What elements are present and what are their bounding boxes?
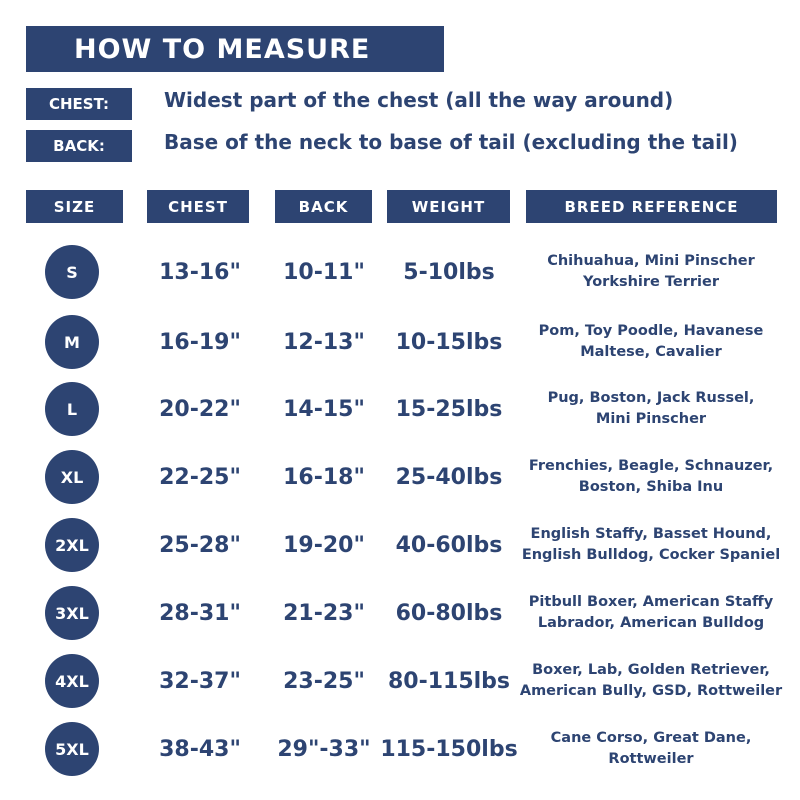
breed-reference: Boxer, Lab, Golden Retriever, American Bu…	[520, 650, 782, 712]
breed-reference: Pug, Boston, Jack Russel, Mini Pinscher	[520, 378, 782, 440]
chest-value: 20-22"	[159, 396, 241, 422]
back-value: 19-20"	[283, 532, 365, 558]
chest-value: 13-16"	[159, 259, 241, 285]
breed-line-2: Rottweiler	[608, 751, 694, 767]
size-badge: M	[45, 315, 99, 369]
table-row: 2XL 25-28" 19-20" 40-60lbs English Staffy, B…	[0, 514, 800, 576]
size-badge: S	[45, 245, 99, 299]
size-badge: 5XL	[45, 722, 99, 776]
back-description: Base of the neck to base of tail (exclud…	[164, 130, 738, 154]
back-label: BACK:	[26, 130, 132, 162]
breed-line-2: Yorkshire Terrier	[583, 274, 719, 290]
weight-value: 5-10lbs	[403, 259, 495, 285]
breed-line-2: Labrador, American Bulldog	[537, 615, 765, 631]
breed-line-1: Pitbull Boxer, American Staffy	[528, 594, 774, 610]
weight-value: 15-25lbs	[395, 396, 503, 422]
header-breed-reference: BREED REFERENCE	[526, 190, 777, 223]
weight-value: 60-80lbs	[395, 600, 503, 626]
back-value: 21-23"	[283, 600, 365, 626]
size-badge: XL	[45, 450, 99, 504]
breed-line-2: English Bulldog, Cocker Spaniel	[521, 547, 781, 563]
breed-reference: Cane Corso, Great Dane, Rottweiler	[520, 718, 782, 780]
breed-line-2: Mini Pinscher	[595, 411, 707, 427]
breed-line-1: English Staffy, Basset Hound,	[530, 526, 772, 542]
breed-reference: Pom, Toy Poodle, Havanese Maltese, Cavali…	[520, 311, 782, 373]
breed-line-2: Maltese, Cavalier	[580, 344, 722, 360]
breed-line-1: Frenchies, Beagle, Schnauzer,	[528, 458, 774, 474]
breed-reference: Chihuahua, Mini Pinscher Yorkshire Terrie…	[520, 241, 782, 303]
weight-value: 25-40lbs	[395, 464, 503, 490]
size-badge: 3XL	[45, 586, 99, 640]
size-badge: L	[45, 382, 99, 436]
chest-value: 38-43"	[159, 736, 241, 762]
page-title: HOW TO MEASURE	[26, 26, 444, 72]
size-badge: 4XL	[45, 654, 99, 708]
breed-line-1: Boxer, Lab, Golden Retriever,	[532, 662, 770, 678]
back-value: 14-15"	[283, 396, 365, 422]
breed-reference: English Staffy, Basset Hound, English Bul…	[520, 514, 782, 576]
header-chest: CHEST	[147, 190, 249, 223]
table-row: S 13-16" 10-11" 5-10lbs Chihuahua, Mini Pins…	[0, 241, 800, 303]
breed-line-1: Pom, Toy Poodle, Havanese	[538, 323, 764, 339]
chest-value: 22-25"	[159, 464, 241, 490]
chest-value: 28-31"	[159, 600, 241, 626]
chest-label: CHEST:	[26, 88, 132, 120]
header-weight: WEIGHT	[387, 190, 510, 223]
table-row: XL 22-25" 16-18" 25-40lbs Frenchies, Beagle,…	[0, 446, 800, 508]
weight-value: 115-150lbs	[380, 736, 518, 762]
breed-reference: Frenchies, Beagle, Schnauzer, Boston, Shi…	[520, 446, 782, 508]
header-back: BACK	[275, 190, 372, 223]
breed-line-1: Pug, Boston, Jack Russel,	[547, 390, 755, 406]
size-badge: 2XL	[45, 518, 99, 572]
back-value: 12-13"	[283, 329, 365, 355]
weight-value: 40-60lbs	[395, 532, 503, 558]
table-row: M 16-19" 12-13" 10-15lbs Pom, Toy Poodle, Ha…	[0, 311, 800, 373]
chest-value: 32-37"	[159, 668, 241, 694]
breed-line-2: Boston, Shiba Inu	[578, 479, 724, 495]
breed-reference: Pitbull Boxer, American Staffy Labrador, …	[520, 582, 782, 644]
breed-line-1: Chihuahua, Mini Pinscher	[547, 253, 755, 269]
table-row: 5XL 38-43" 29"-33" 115-150lbs Cane Corso, Gr…	[0, 718, 800, 780]
breed-line-2: American Bully, GSD, Rottweiler	[519, 683, 783, 699]
chest-value: 25-28"	[159, 532, 241, 558]
back-value: 16-18"	[283, 464, 365, 490]
weight-value: 80-115lbs	[387, 668, 511, 694]
chest-description: Widest part of the chest (all the way ar…	[164, 88, 674, 112]
header-size: SIZE	[26, 190, 123, 223]
weight-value: 10-15lbs	[395, 329, 503, 355]
back-value: 23-25"	[283, 668, 365, 694]
back-value: 10-11"	[283, 259, 365, 285]
table-row: 3XL 28-31" 21-23" 60-80lbs Pitbull Boxer, Am…	[0, 582, 800, 644]
chest-value: 16-19"	[159, 329, 241, 355]
table-row: L 20-22" 14-15" 15-25lbs Pug, Boston, Jack R…	[0, 378, 800, 440]
back-value: 29"-33"	[277, 736, 371, 762]
breed-line-1: Cane Corso, Great Dane,	[550, 730, 752, 746]
table-row: 4XL 32-37" 23-25" 80-115lbs Boxer, Lab, Gold…	[0, 650, 800, 712]
